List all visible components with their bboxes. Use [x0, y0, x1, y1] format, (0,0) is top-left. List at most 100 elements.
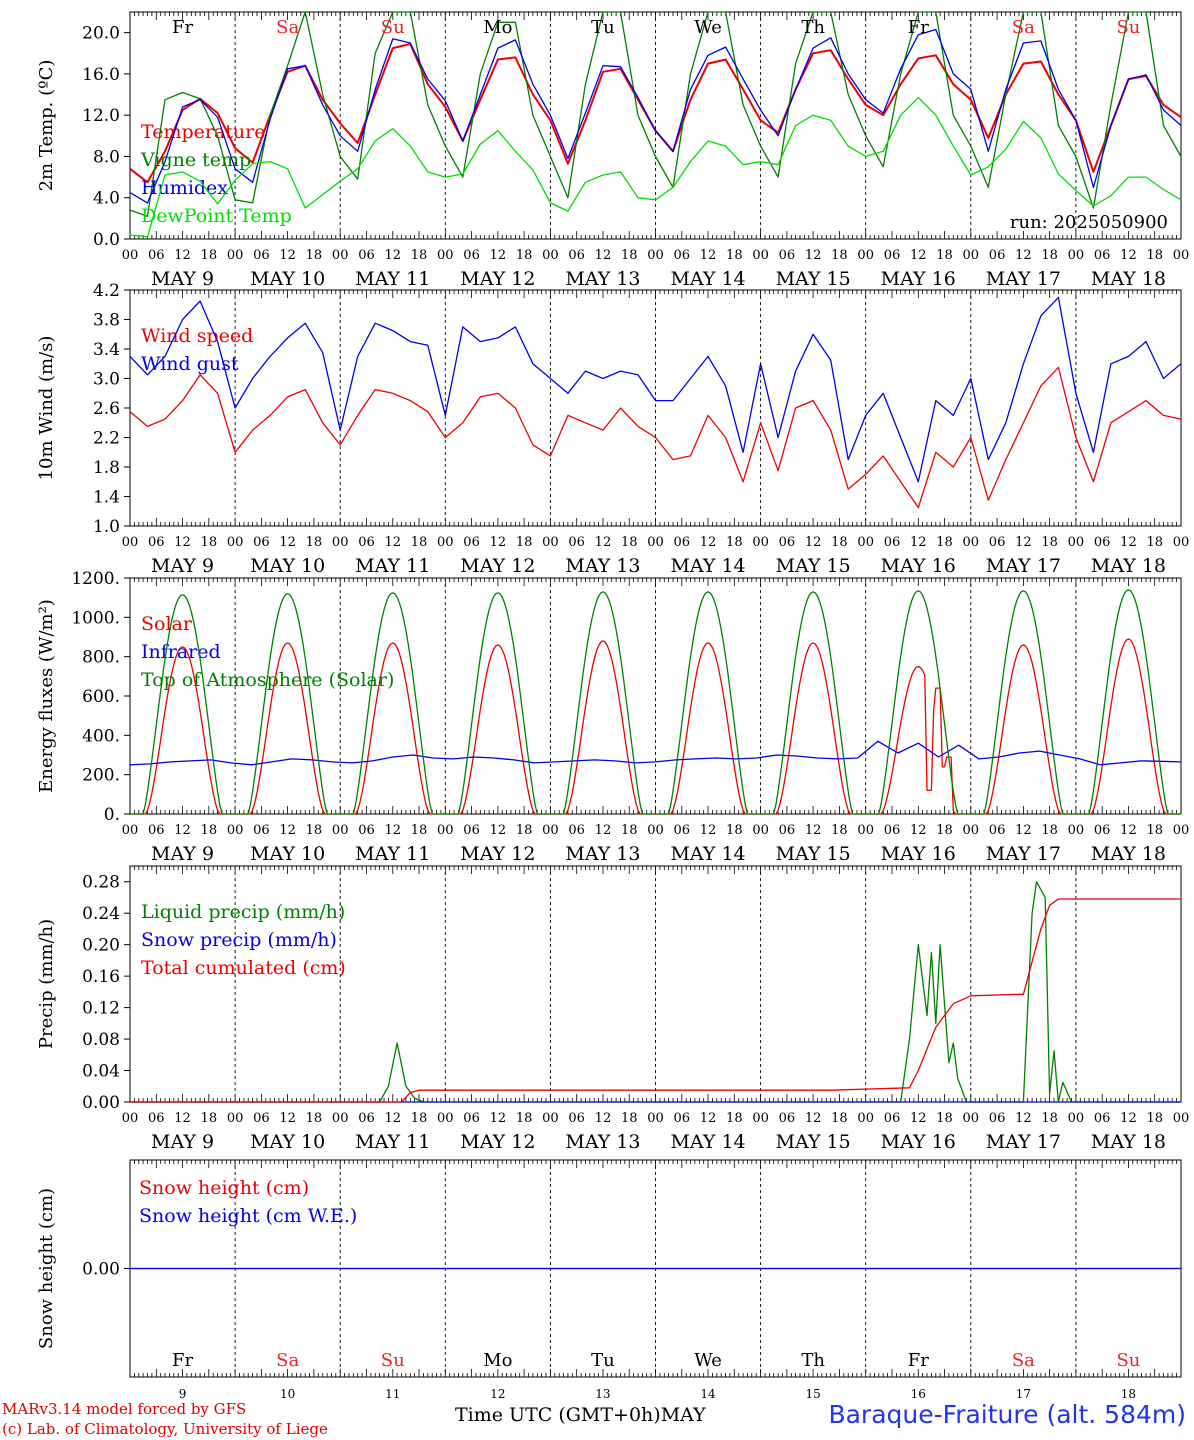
x-hour-label: 00 [647, 823, 664, 838]
y-tick-label: 0.00 [82, 1260, 120, 1280]
x-hour-label: 06 [568, 535, 585, 550]
x-date-label: MAY 9 [151, 1131, 214, 1153]
x-hour-label: 06 [779, 823, 796, 838]
y-axis-label: 2m Temp. (ºC) [36, 60, 57, 192]
series-solar [130, 638, 1181, 815]
x-hour-label: 12 [595, 248, 612, 263]
x-hour-label: 12 [805, 248, 822, 263]
y-tick-label: 4.2 [93, 281, 120, 301]
x-date-label: MAY 14 [670, 843, 745, 865]
x-date-label: MAY 14 [670, 268, 745, 290]
x-hour-label: 18 [306, 535, 323, 550]
series-dewpoint-temp [129, 96, 1182, 238]
x-hour-label: 06 [989, 823, 1006, 838]
x-hour-label: 18 [201, 1111, 218, 1126]
x-hour-label: 00 [437, 1111, 454, 1126]
weekday-label: Su [381, 1350, 405, 1371]
x-hour-label: 00 [857, 535, 874, 550]
x-hour-label: 18 [201, 535, 218, 550]
x-hour-label: 06 [989, 248, 1006, 263]
panel-energy: 0. 200. 400. 600. 800. 1000. 1200. Energy fluxe… [36, 569, 1189, 865]
x-hour-label: 06 [568, 823, 585, 838]
x-hour-label: 06 [253, 823, 270, 838]
x-date-label: MAY 16 [881, 1131, 956, 1153]
weekday-label: Tu [591, 17, 615, 38]
x-hour-label: 06 [1094, 248, 1111, 263]
series-infrared [129, 740, 1182, 766]
x-date-label: MAY 12 [460, 1131, 535, 1153]
x-hour-label: 06 [779, 248, 796, 263]
x-hour-label: 00 [332, 535, 349, 550]
x-date-label: MAY 18 [1091, 843, 1166, 865]
x-date-label: MAY 15 [776, 1131, 851, 1153]
x-hour-label: 18 [201, 248, 218, 263]
x-hour-label: 18 [726, 823, 743, 838]
x-date-label: MAY 18 [1091, 1131, 1166, 1153]
weekday-label: Fr [172, 1350, 193, 1371]
y-tick-label: 1.8 [93, 458, 120, 478]
x-hour-label: 06 [884, 248, 901, 263]
x-hour-label: 12 [490, 535, 507, 550]
x-hour-label: 12 [279, 1111, 296, 1126]
x-hour-label: 18 [936, 535, 953, 550]
hour-ticks [129, 12, 1182, 239]
y-tick-label: 3.4 [93, 340, 120, 360]
x-hour-label: 06 [253, 535, 270, 550]
x-hour-label: 00 [542, 1111, 559, 1126]
x-hour-label: 18 [1041, 1111, 1058, 1126]
panel-snow: 0.00 Snow height (cm) Snow height (cm) Snow… [36, 1159, 1182, 1401]
x-hour-label: 00 [1068, 535, 1085, 550]
weekday-label: Sa [276, 17, 299, 38]
series-top-of-atmosphere-solar- [130, 589, 1181, 815]
x-hour-label: 06 [884, 535, 901, 550]
x-hour-label: 00 [647, 248, 664, 263]
x-date-label: MAY 17 [986, 268, 1061, 290]
x-hour-label: 06 [1094, 823, 1111, 838]
x-hour-label: 18 [621, 248, 638, 263]
x-date-label: MAY 9 [151, 555, 214, 577]
x-hour-label: 18 [936, 248, 953, 263]
weekday-label: Mo [483, 1350, 512, 1371]
x-hour-label: 06 [358, 1111, 375, 1126]
x-hour-label: 18 [831, 535, 848, 550]
day-number-label: 16 [911, 1387, 926, 1401]
x-hour-label: 18 [1041, 535, 1058, 550]
panel-wind: 1.0 1.4 1.8 2.2 2.6 3.0 3.4 3.8 4.2 10m Wind (m/s… [36, 281, 1189, 577]
x-hour-label: 00 [1068, 1111, 1085, 1126]
day-number-label: 9 [179, 1387, 187, 1401]
x-hour-label: 06 [463, 535, 480, 550]
y-tick-label: 3.8 [93, 311, 120, 331]
x-date-label: MAY 16 [881, 555, 956, 577]
weekday-label: Fr [908, 1350, 929, 1371]
x-date-label: MAY 13 [565, 1131, 640, 1153]
legend-snow-height-cm-w-e-: Snow height (cm W.E.) [139, 1205, 357, 1227]
x-hour-label: 12 [384, 823, 401, 838]
station-title: Baraque-Fraiture (alt. 584m) [828, 1400, 1186, 1429]
x-hour-label: 06 [148, 535, 165, 550]
x-date-label: MAY 11 [355, 268, 430, 290]
time-axis-label: Time UTC (GMT+0h)MAY [455, 1404, 706, 1426]
y-tick-label: 1.4 [93, 488, 120, 508]
day-number-label: 15 [806, 1387, 821, 1401]
day-number-label: 14 [700, 1387, 716, 1401]
panel-precip: 0.00 0.04 0.08 0.12 0.16 0.20 0.24 0.28 Precip (… [36, 865, 1189, 1153]
y-tick-label: 0.28 [82, 873, 120, 893]
x-date-label: MAY 9 [151, 268, 214, 290]
x-date-label: MAY 15 [776, 843, 851, 865]
legend-wind-speed: Wind speed [141, 325, 253, 347]
day-number-label: 10 [280, 1387, 295, 1401]
x-hour-label: 18 [411, 1111, 428, 1126]
y-tick-label: 0.24 [82, 904, 120, 924]
y-tick-label: 0.00 [82, 1093, 120, 1113]
x-hour-label: 00 [332, 1111, 349, 1126]
legend-infrared: Infrared [141, 641, 221, 663]
x-hour-label: 06 [148, 823, 165, 838]
x-hour-label: 00 [1173, 248, 1190, 263]
series-wind-speed [129, 366, 1182, 509]
x-hour-label: 06 [674, 1111, 691, 1126]
legend-snow-height-cm-: Snow height (cm) [139, 1177, 309, 1199]
x-hour-label: 06 [779, 1111, 796, 1126]
y-tick-label: 16.0 [82, 65, 120, 85]
x-hour-label: 12 [805, 535, 822, 550]
